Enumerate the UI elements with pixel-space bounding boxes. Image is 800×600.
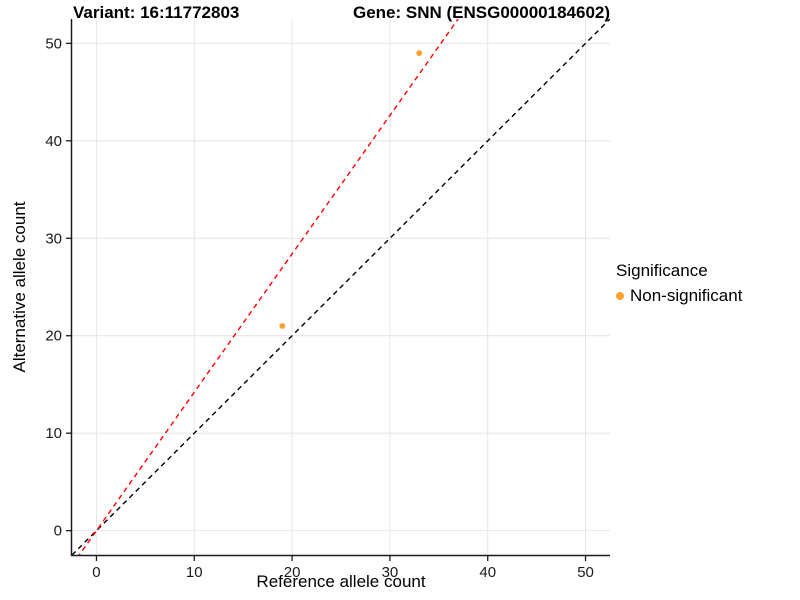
plot-title-gene: Gene: SNN (ENSG00000184602) (353, 3, 611, 22)
x-tick-label: 30 (382, 564, 399, 581)
fit-line (78, 19, 459, 555)
legend-item-label: Non-significant (630, 286, 743, 305)
plot-title-variant: Variant: 16:11772803 (73, 3, 240, 22)
legend-title: Significance (616, 261, 708, 280)
y-tick-label: 50 (45, 35, 62, 52)
y-tick-label: 0 (54, 523, 62, 540)
y-tick-label: 40 (45, 133, 62, 150)
x-tick-label: 50 (577, 564, 594, 581)
legend: Significance Non-significant (616, 261, 742, 306)
legend-items: Non-significant (616, 286, 742, 306)
legend-point-icon (616, 292, 624, 300)
y-axis-label: Alternative allele count (10, 201, 29, 373)
x-tick-label: 20 (284, 564, 301, 581)
y-tick-label: 20 (45, 328, 62, 345)
x-tick-label: 10 (186, 564, 203, 581)
data-point (279, 323, 286, 329)
x-tick-label: 40 (479, 564, 496, 581)
data-point (416, 50, 423, 57)
x-axis-label: Reference allele count (256, 572, 426, 591)
identity-line (72, 19, 610, 555)
y-tick-label: 10 (45, 425, 62, 442)
legend-item: Non-significant (616, 286, 742, 306)
x-tick-label: 0 (92, 564, 100, 581)
y-tick-label: 30 (45, 230, 62, 247)
